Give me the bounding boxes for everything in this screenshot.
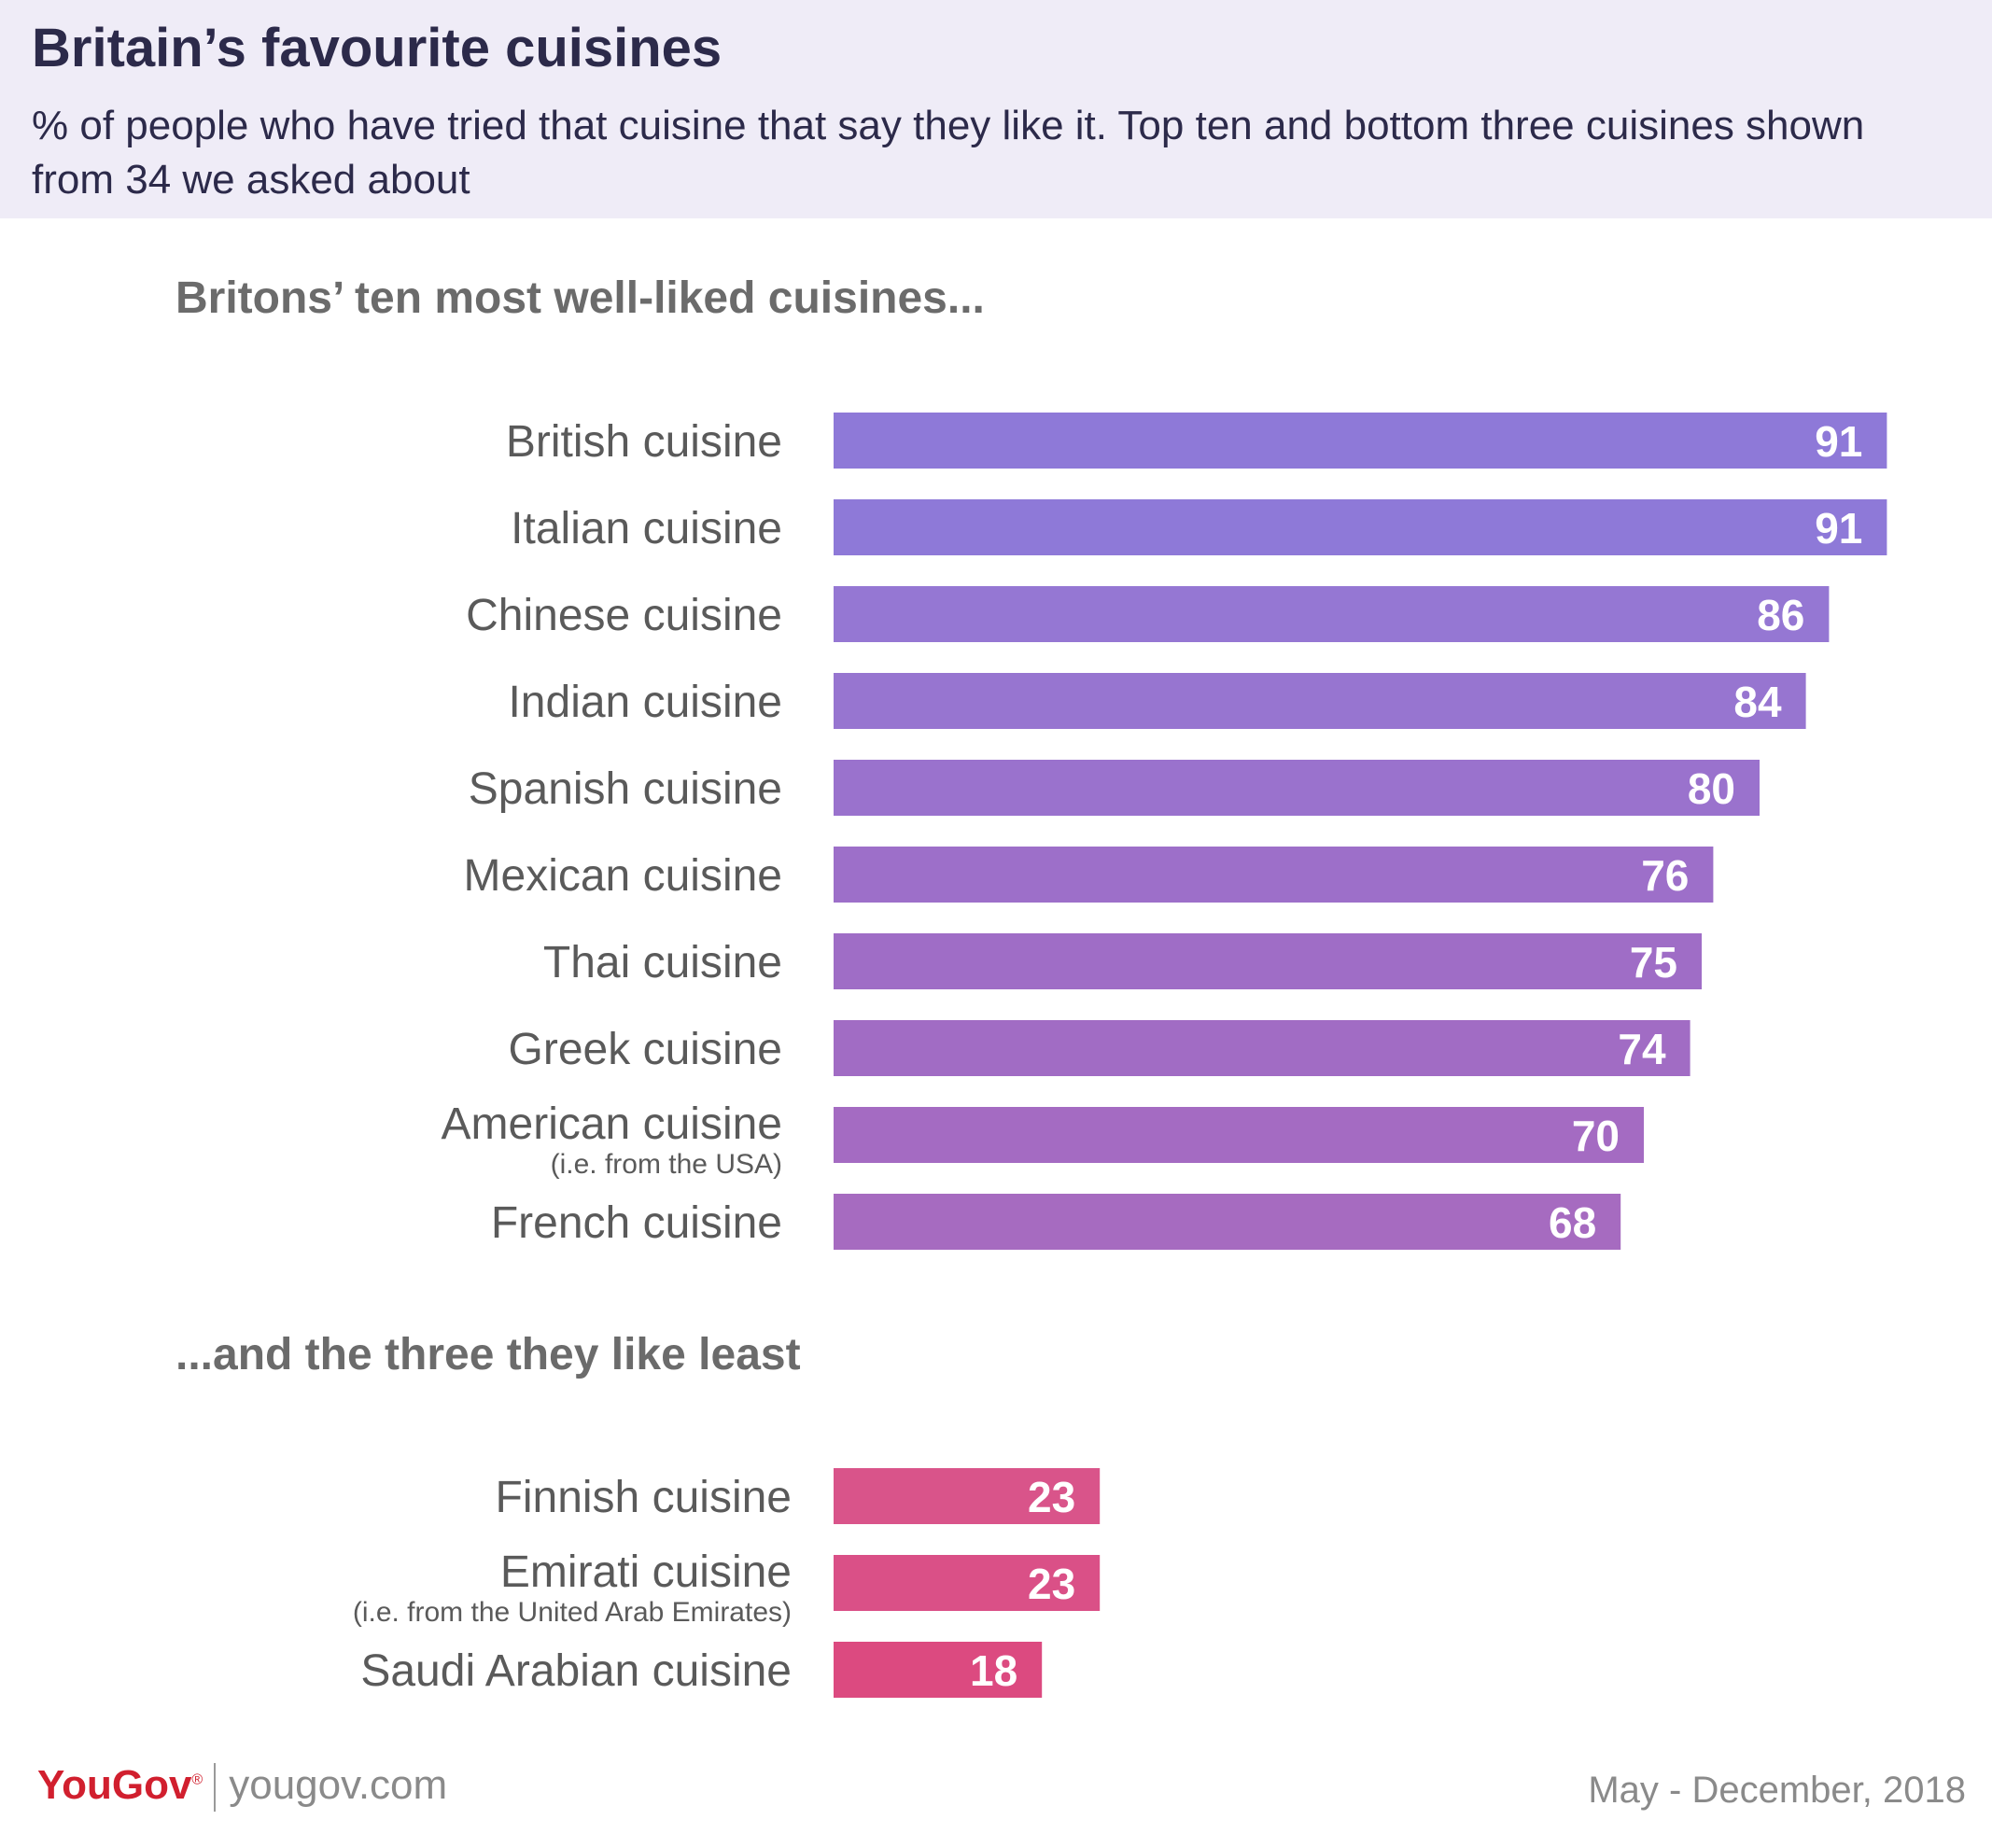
bar-0-8 <box>834 1107 1644 1163</box>
logo-divider <box>214 1763 217 1813</box>
category-label-0-3: Indian cuisine <box>508 678 782 727</box>
bar-0-6 <box>834 933 1702 989</box>
category-label-0-8: American cuisine <box>442 1099 782 1149</box>
data-label-1-2: 18 <box>970 1646 1017 1695</box>
website-url: yougov.com <box>229 1762 448 1808</box>
page-title: Britain’s favourite cuisines <box>32 18 722 78</box>
data-label-0-2: 86 <box>1757 591 1804 639</box>
page-subtitle: % of people who have tried that cuisine … <box>32 103 1865 203</box>
logo-gov: Gov <box>111 1762 192 1808</box>
data-label-0-9: 68 <box>1549 1198 1596 1247</box>
bar-1-0 <box>834 1468 1101 1524</box>
category-label-1-2: Saudi Arabian cuisine <box>360 1646 792 1696</box>
bar-0-2 <box>834 586 1830 642</box>
category-label-0-5: Mexican cuisine <box>464 851 782 901</box>
category-label-0-1: Italian cuisine <box>511 504 782 553</box>
bar-0-4 <box>834 760 1760 816</box>
bar-0-1 <box>834 499 1887 555</box>
top-section-heading: Britons’ ten most well-liked cuisines... <box>175 273 985 323</box>
header-band <box>0 0 1992 218</box>
bar-0-5 <box>834 847 1714 903</box>
data-label-1-0: 23 <box>1028 1473 1075 1521</box>
logo-you: You <box>37 1762 112 1808</box>
data-label-0-3: 84 <box>1733 678 1782 726</box>
data-label-1-1: 23 <box>1028 1560 1075 1608</box>
category-label-0-0: British cuisine <box>506 417 782 467</box>
bar-1-2 <box>834 1642 1043 1698</box>
data-label-0-4: 80 <box>1688 764 1735 813</box>
data-label-0-1: 91 <box>1815 504 1862 553</box>
bar-0-9 <box>834 1194 1621 1250</box>
data-label-0-0: 91 <box>1815 417 1862 466</box>
bar-1-1 <box>834 1555 1101 1611</box>
category-label-1-1: Emirati cuisine <box>500 1547 792 1597</box>
category-label-1-0: Finnish cuisine <box>496 1473 792 1522</box>
category-label-0-9: French cuisine <box>491 1198 782 1248</box>
bar-0-7 <box>834 1020 1690 1076</box>
logo-registered-mark: ® <box>191 1771 203 1788</box>
category-label-0-4: Spanish cuisine <box>469 764 782 814</box>
data-label-0-6: 75 <box>1630 938 1677 987</box>
bar-0-0 <box>834 413 1887 469</box>
yougov-logo: YouGov® yougov.com <box>37 1762 448 1813</box>
data-label-0-7: 74 <box>1618 1025 1666 1073</box>
category-label-0-6: Thai cuisine <box>543 938 782 987</box>
bar-0-3 <box>834 673 1806 729</box>
category-label-0-2: Chinese cuisine <box>466 591 782 640</box>
date-range: May - December, 2018 <box>1588 1770 1966 1811</box>
category-note-1-1: (i.e. from the United Arab Emirates) <box>353 1597 792 1628</box>
category-label-0-7: Greek cuisine <box>509 1025 782 1074</box>
category-note-0-8: (i.e. from the USA) <box>551 1149 782 1180</box>
bottom-section-heading: ...and the three they like least <box>175 1330 801 1379</box>
data-label-0-5: 76 <box>1641 851 1689 900</box>
data-label-0-8: 70 <box>1572 1112 1620 1160</box>
